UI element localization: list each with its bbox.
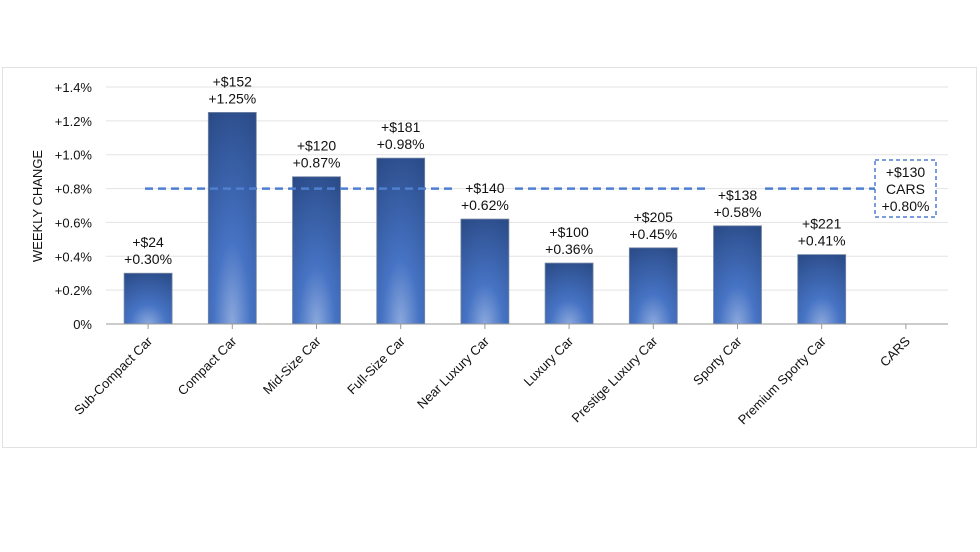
x-tick-label: Mid-Size Car <box>260 333 324 397</box>
bar <box>207 111 257 325</box>
y-tick-label: +1.4% <box>55 80 93 95</box>
bar <box>797 254 847 325</box>
x-tick-label: Sporty Car <box>690 333 745 388</box>
bar <box>460 218 510 325</box>
x-tick-label: Premium Sporty Car <box>735 333 829 427</box>
reference-label: +$130 <box>886 164 926 180</box>
data-label-percent: +0.58% <box>714 204 762 220</box>
x-tick-label: Prestige Luxury Car <box>569 333 661 425</box>
y-tick-label: +0.6% <box>55 215 93 230</box>
data-label-dollar: +$140 <box>465 180 505 196</box>
data-label-dollar: +$120 <box>297 138 337 154</box>
bar <box>123 272 173 325</box>
x-tick-label: Full-Size Car <box>344 333 408 397</box>
bar <box>292 176 341 325</box>
bar <box>628 247 678 325</box>
data-label-percent: +0.45% <box>629 226 677 242</box>
data-label-dollar: +$205 <box>634 209 674 225</box>
reference-label: CARS <box>886 181 925 197</box>
x-tick-label: Sub-Compact Car <box>71 333 156 418</box>
data-label-dollar: +$181 <box>381 119 421 135</box>
y-tick-label: +1.2% <box>55 114 93 129</box>
reference-label-box <box>874 159 937 218</box>
data-label-dollar: +$24 <box>132 234 164 250</box>
data-label-dollar: +$100 <box>549 224 589 240</box>
chart-frame <box>2 67 977 448</box>
data-label-percent: +0.36% <box>545 241 593 257</box>
bar <box>544 262 594 325</box>
y-tick-label: +1.0% <box>55 148 93 163</box>
bar <box>713 225 762 325</box>
data-label-percent: +0.87% <box>293 155 341 171</box>
data-label-dollar: +$138 <box>718 187 758 203</box>
data-label-percent: +0.30% <box>124 251 172 267</box>
data-label-percent: +0.62% <box>461 197 509 213</box>
reference-label: +0.80% <box>882 198 930 214</box>
x-tick-label: CARS <box>877 333 913 369</box>
y-tick-label: 0% <box>73 317 92 332</box>
x-tick-label: Compact Car <box>175 333 240 398</box>
x-tick-label: Luxury Car <box>521 333 577 389</box>
y-tick-label: +0.4% <box>55 249 93 264</box>
y-tick-label: +0.8% <box>55 182 93 197</box>
y-axis-title: WEEKLY CHANGE <box>30 150 45 263</box>
data-label-dollar: +$221 <box>802 216 842 232</box>
data-label-percent: +0.41% <box>798 233 846 249</box>
x-tick-label: Near Luxury Car <box>414 333 493 412</box>
data-label-percent: +0.98% <box>377 136 425 152</box>
bar <box>376 157 426 325</box>
data-label-dollar: +$152 <box>213 73 253 89</box>
data-label-percent: +1.25% <box>208 90 256 106</box>
y-tick-label: +0.2% <box>55 283 93 298</box>
